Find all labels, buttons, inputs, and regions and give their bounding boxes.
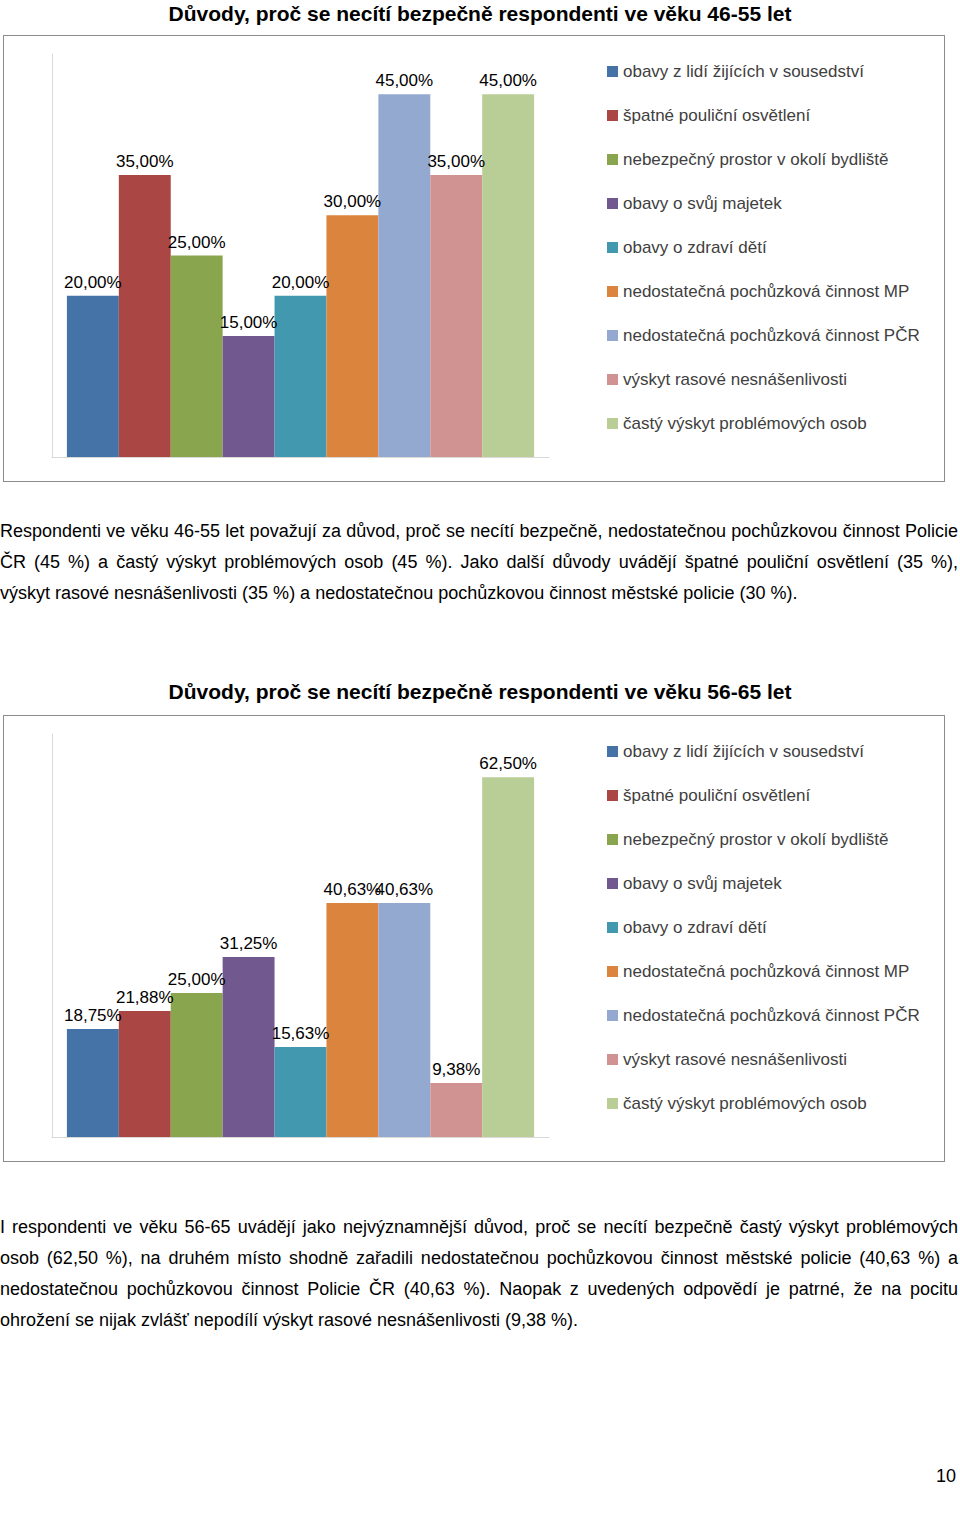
svg-text:62,50%: 62,50%	[479, 754, 537, 773]
svg-text:9,38%: 9,38%	[432, 1060, 480, 1079]
html-text:I respondenti ve věku 56-65 uv: I respondenti ve věku 56-65 uvádějí jako…	[0, 1217, 958, 1330]
svg-text:45,00%: 45,00%	[479, 71, 537, 90]
svg-text:20,00%: 20,00%	[64, 273, 122, 292]
svg-text:15,63%: 15,63%	[272, 1024, 330, 1043]
svg-text:30,00%: 30,00%	[324, 192, 382, 211]
svg-text:15,00%: 15,00%	[220, 313, 278, 332]
svg-text:špatné pouliční osvětlení: špatné pouliční osvětlení	[623, 786, 810, 805]
svg-text:obavy z lidí žijících v soused: obavy z lidí žijících v sousedství	[623, 742, 864, 761]
svg-text:obavy o svůj majetek: obavy o svůj majetek	[623, 194, 782, 213]
svg-text:nedostatečná pochůzková činnos: nedostatečná pochůzková činnost MP	[623, 962, 909, 981]
html-text:10: 10	[936, 1466, 956, 1486]
svg-text:častý výskyt problémových osob: častý výskyt problémových osob	[623, 1094, 867, 1113]
svg-text:nedostatečná pochůzková činnos: nedostatečná pochůzková činnost PČR	[623, 326, 920, 345]
svg-text:31,25%: 31,25%	[220, 934, 278, 953]
svg-text:25,00%: 25,00%	[168, 970, 226, 989]
svg-text:35,00%: 35,00%	[427, 152, 485, 171]
html-text:Respondenti ve věku 46-55 let: Respondenti ve věku 46-55 let považují z…	[0, 521, 958, 603]
html-text:Důvody, proč se necítí bezpečn: Důvody, proč se necítí bezpečně responde…	[168, 2, 792, 25]
svg-text:18,75%: 18,75%	[64, 1006, 122, 1025]
svg-text:nedostatečná pochůzková činnos: nedostatečná pochůzková činnost MP	[623, 282, 909, 301]
svg-text:25,00%: 25,00%	[168, 233, 226, 252]
svg-text:výskyt rasové nesnášenlivosti: výskyt rasové nesnášenlivosti	[623, 370, 847, 389]
svg-text:výskyt rasové nesnášenlivosti: výskyt rasové nesnášenlivosti	[623, 1050, 847, 1069]
svg-text:40,63%: 40,63%	[375, 880, 433, 899]
svg-text:nebezpečný prostor v okolí byd: nebezpečný prostor v okolí bydliště	[623, 830, 889, 849]
svg-text:35,00%: 35,00%	[116, 152, 174, 171]
svg-text:21,88%: 21,88%	[116, 988, 174, 1007]
svg-text:nedostatečná pochůzková činnos: nedostatečná pochůzková činnost PČR	[623, 1006, 920, 1025]
svg-text:45,00%: 45,00%	[375, 71, 433, 90]
svg-text:obavy o zdraví dětí: obavy o zdraví dětí	[623, 918, 767, 937]
svg-text:40,63%: 40,63%	[324, 880, 382, 899]
svg-text:častý výskyt problémových osob: častý výskyt problémových osob	[623, 414, 867, 433]
svg-text:obavy z lidí žijících v soused: obavy z lidí žijících v sousedství	[623, 62, 864, 81]
svg-text:obavy o svůj majetek: obavy o svůj majetek	[623, 874, 782, 893]
svg-text:obavy o zdraví dětí: obavy o zdraví dětí	[623, 238, 767, 257]
svg-text:20,00%: 20,00%	[272, 273, 330, 292]
svg-text:špatné pouliční osvětlení: špatné pouliční osvětlení	[623, 106, 810, 125]
svg-text:nebezpečný prostor v okolí byd: nebezpečný prostor v okolí bydliště	[623, 150, 889, 169]
html-text:Důvody, proč se necítí bezpečn: Důvody, proč se necítí bezpečně responde…	[168, 680, 792, 703]
